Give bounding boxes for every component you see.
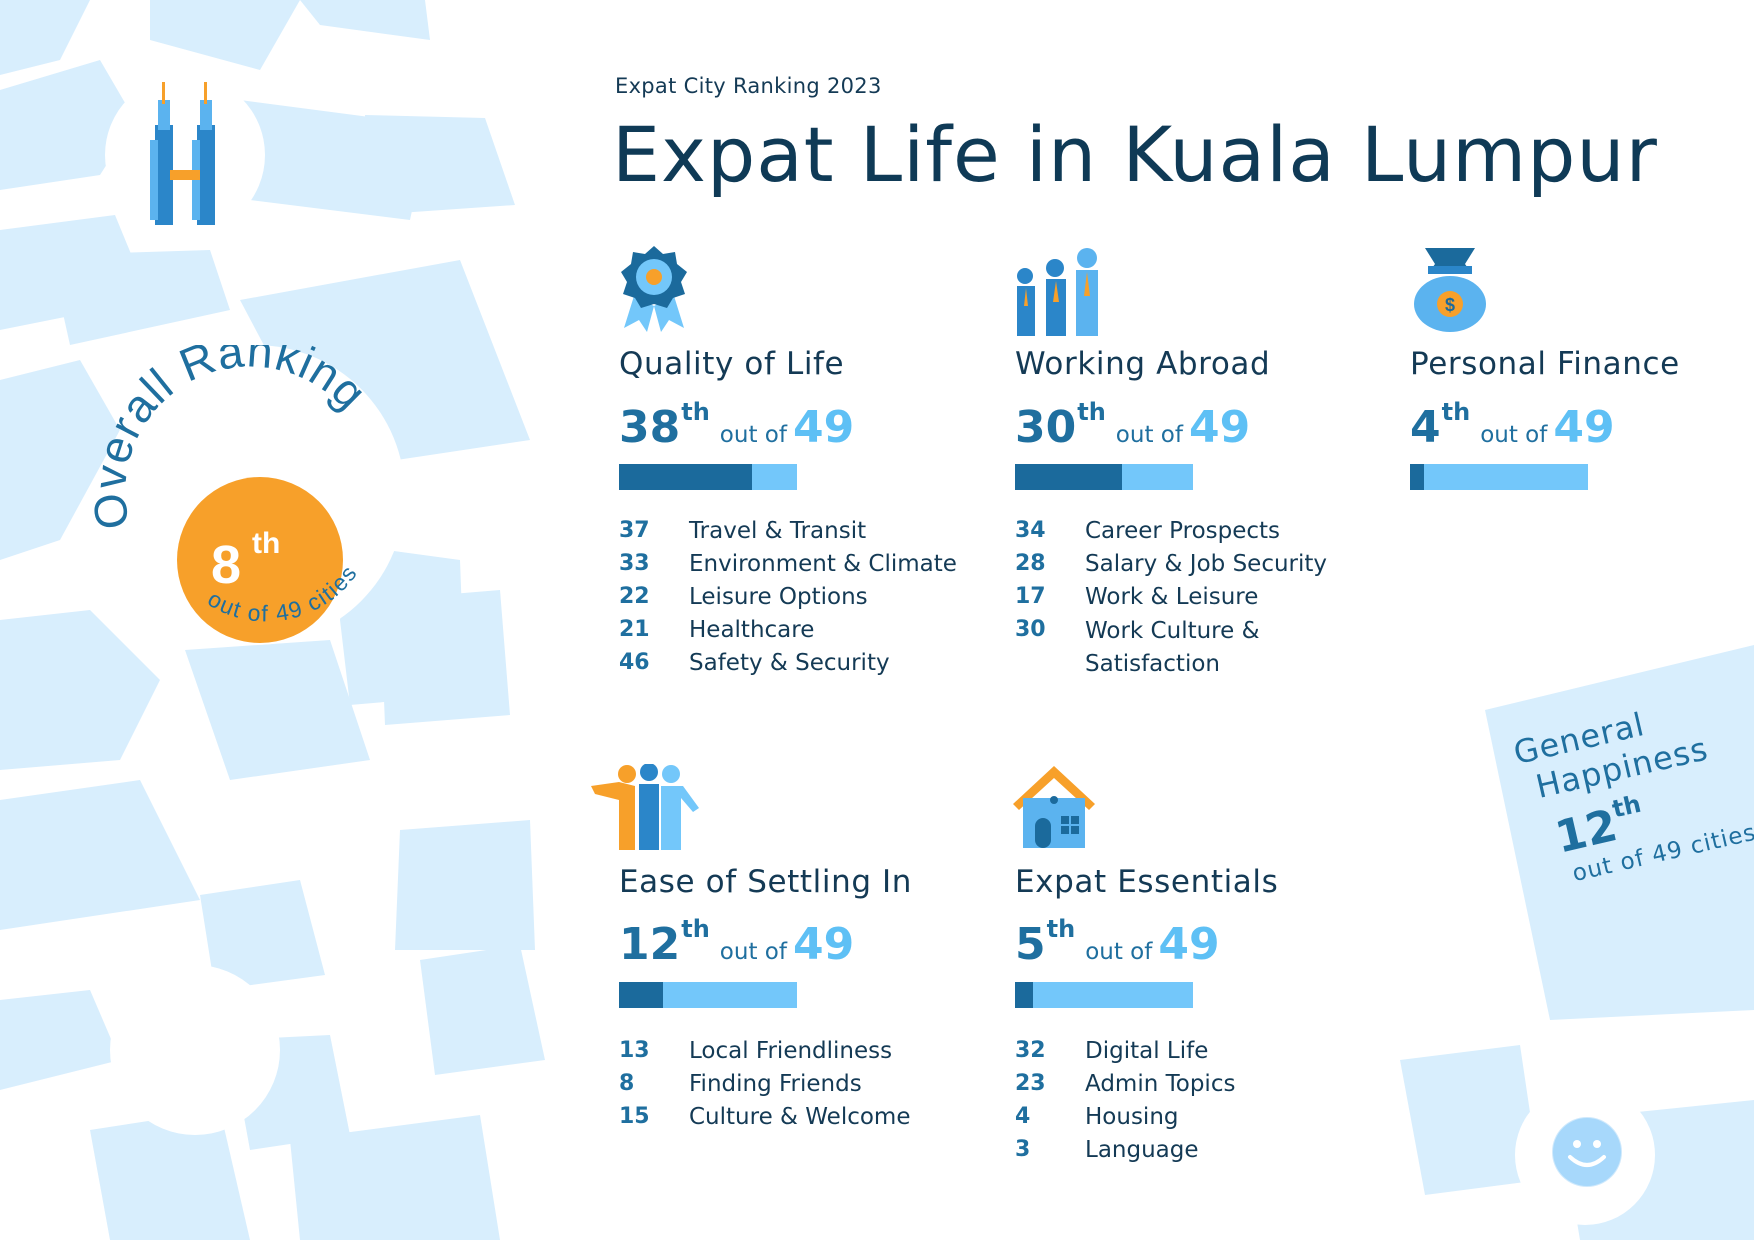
medal-icon [621,246,687,332]
category-rank-bar-fill [619,464,752,490]
category-total: 49 [1188,402,1251,453]
category-title: Working Abroad [1015,346,1271,382]
sub-label: Salary & Job Security [1085,551,1328,577]
sub-label: Admin Topics [1085,1071,1236,1097]
sub-label: Housing [1085,1104,1179,1130]
general-happiness-suffix: th [1609,789,1644,824]
page-title: Expat Life in Kuala Lumpur [612,110,1658,199]
sub-label: Healthcare [689,617,815,643]
category-total: 49 [792,402,855,453]
category-total: 49 [792,919,855,970]
svg-text:$: $ [1445,295,1455,315]
sub-rank: 46 [619,650,650,675]
category-rank-bar [1015,982,1193,1008]
category-rank-suffix: th [1077,398,1106,426]
category-rank-bar [619,982,797,1008]
money-bag-icon: $ [1414,248,1486,332]
sub-rank: 15 [619,1104,650,1129]
category-rank-bar-fill [1015,464,1122,490]
category-rank-suffix: th [1046,915,1076,943]
petronas-towers-icon [150,82,215,225]
sub-label: Travel & Transit [689,518,867,544]
stork-icon [155,1020,236,1077]
house-icon [1013,766,1095,848]
sub-label: Language [1085,1137,1199,1163]
category-out-of: out of [1085,939,1153,965]
category-rank-bar-fill [619,982,663,1008]
sub-rank: 34 [1015,518,1046,543]
sub-rank: 33 [619,551,650,576]
sub-rank: 3 [1015,1137,1031,1162]
sub-label: Culture & Welcome [689,1104,911,1130]
sub-rank: 17 [1015,584,1046,609]
category-rank-bar [1410,464,1588,490]
category-rank-suffix: th [681,398,710,426]
sub-label: Leisure Options [689,584,868,610]
sub-label: Work Culture & Satisfaction [1085,618,1260,677]
sub-rank: 4 [1015,1104,1031,1129]
category-total: 49 [1553,402,1615,453]
sub-rank: 22 [619,584,650,609]
category-rank-bar-fill [1015,982,1033,1008]
category-rank-suffix: th [1441,398,1471,426]
sub-rank: 37 [619,518,650,543]
category-rank-bar [619,464,797,490]
category-rank: 12 [619,919,681,970]
category-rank: 4 [1410,402,1441,453]
sub-rank: 21 [619,617,650,642]
business-people-icon [1017,248,1098,336]
category-rank: 38 [619,402,681,453]
category-rank-bar [1015,464,1193,490]
overall-ranking-badge: Overall Ranking out of 49 cities 8 th [85,345,376,643]
category-rank: 30 [1015,402,1077,453]
category-title: Ease of Settling In [619,864,913,900]
sub-label: Finding Friends [689,1071,862,1097]
sub-rank: 30 [1015,617,1046,642]
overall-rank-number: 8 [211,535,241,595]
sub-rank: 8 [619,1071,635,1096]
friends-group-icon [591,764,699,850]
category-out-of: out of [719,939,787,965]
sub-label: Digital Life [1085,1038,1209,1064]
category-title: Quality of Life [619,346,845,382]
sub-label: Work & Leisure [1085,584,1259,610]
sub-rank: 13 [619,1038,650,1063]
sub-label: Environment & Climate [689,551,957,577]
category-out-of: out of [719,422,787,448]
category-title: Expat Essentials [1015,864,1279,900]
category-title: Personal Finance [1410,346,1680,382]
page-kicker: Expat City Ranking 2023 [615,74,882,98]
overall-rank-circle [177,477,343,643]
category-total: 49 [1158,919,1220,970]
category-rank-bar-fill [1410,464,1425,490]
overall-rank-suffix: th [252,527,280,560]
sub-rank: 23 [1015,1071,1046,1096]
sub-label: Local Friendliness [689,1038,893,1064]
sub-label: Career Prospects [1085,518,1281,544]
smiley-icon [1553,1118,1621,1186]
category-out-of: out of [1480,422,1548,448]
sub-rank: 28 [1015,551,1046,576]
category-out-of: out of [1115,422,1183,448]
category-rank: 5 [1015,919,1046,970]
sub-rank: 32 [1015,1038,1046,1063]
category-rank-suffix: th [681,915,710,943]
sub-label: Safety & Security [689,650,890,676]
